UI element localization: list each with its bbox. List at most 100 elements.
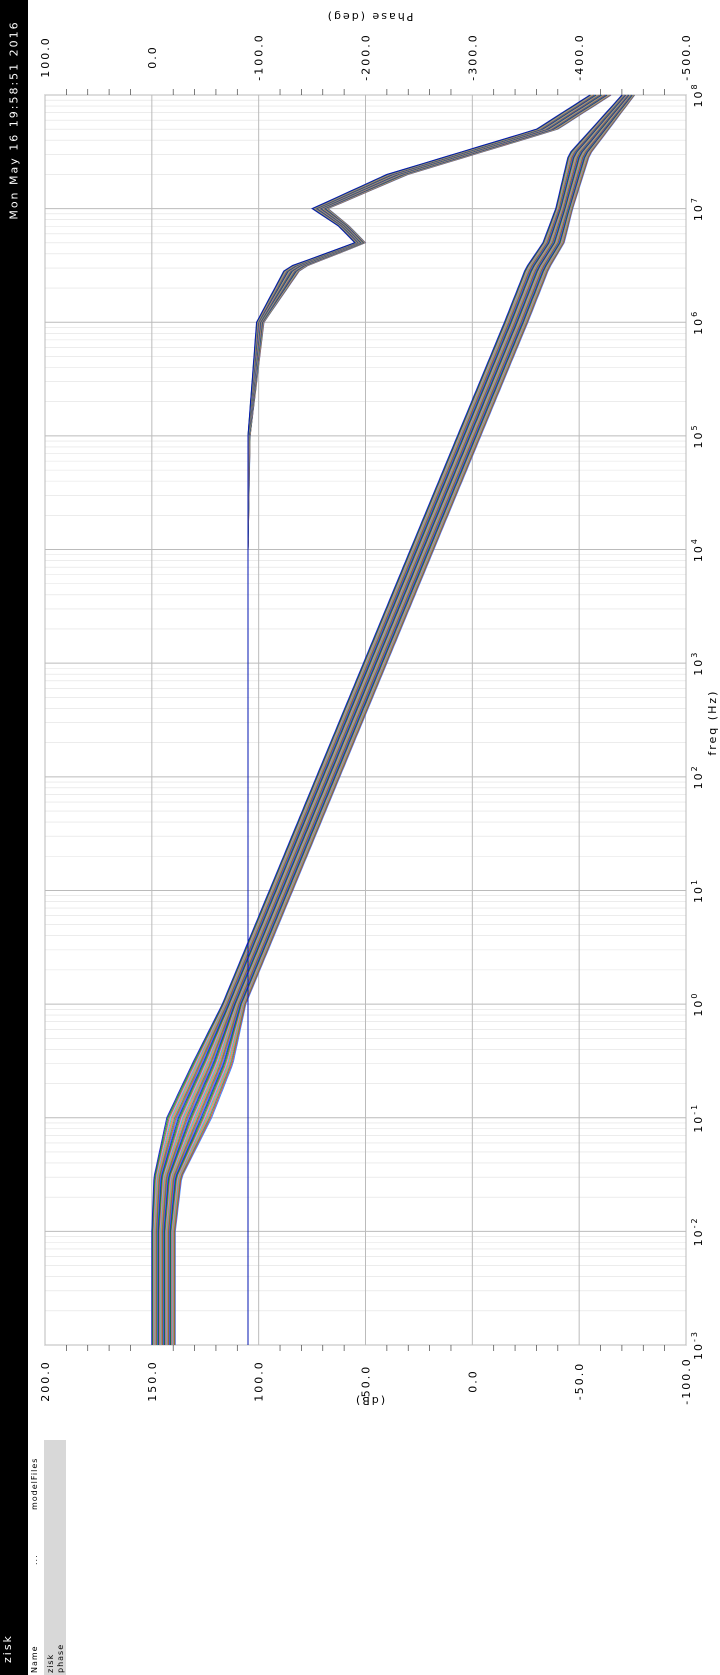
svg-text:(dB): (dB) <box>354 1394 385 1407</box>
magnitude-series-line <box>163 94 629 1345</box>
x-tick-base: 107 <box>690 196 705 221</box>
x-tick-label: 107 <box>690 196 705 221</box>
magnitude-series-line <box>167 94 632 1345</box>
magnitude-series-line <box>155 94 625 1345</box>
magnitude-series-line <box>164 94 630 1345</box>
magnitude-series-line <box>171 94 634 1345</box>
x-tick-exponent: 6 <box>690 310 699 317</box>
magnitude-series-line <box>161 94 628 1345</box>
x-tick-exponent: -3 <box>690 1330 699 1342</box>
x-tick-exponent: 0 <box>690 992 699 999</box>
x-tick-exponent: 7 <box>690 196 699 203</box>
phase-series-line <box>247 94 591 1345</box>
magnitude-series-line <box>171 94 634 1345</box>
y-tick-label: 200.0 <box>39 1360 52 1402</box>
svg-text:-100.0: -100.0 <box>680 1357 693 1404</box>
y2-tick-label: -400.0 <box>573 33 586 80</box>
x-tick-label: 108 <box>690 82 705 107</box>
magnitude-series-line <box>173 94 635 1345</box>
magnitude-series-line <box>169 94 633 1345</box>
x-tick-exponent: -1 <box>690 1103 699 1115</box>
magnitude-series-line <box>159 94 627 1345</box>
svg-text:100.0: 100.0 <box>39 36 52 78</box>
y-axis-title: (dB) <box>354 1394 385 1407</box>
magnitude-series-line <box>156 94 626 1345</box>
magnitude-series-line <box>168 94 632 1345</box>
y-tick-label: -100.0 <box>680 1357 693 1404</box>
magnitude-series-line <box>153 94 624 1345</box>
magnitude-series-line <box>151 94 623 1345</box>
magnitude-series-line <box>152 94 623 1345</box>
x-tick-base: 106 <box>690 310 705 335</box>
x-tick-exponent: 5 <box>690 423 699 430</box>
x-tick-label: 10-1 <box>690 1103 705 1133</box>
magnitude-series-line <box>156 94 625 1345</box>
x-tick-base: 10-3 <box>690 1330 705 1360</box>
x-tick-base: 103 <box>690 651 705 676</box>
magnitude-series-line <box>153 94 624 1345</box>
y2-tick-label: -300.0 <box>466 33 479 80</box>
magnitude-series-line <box>172 94 634 1345</box>
magnitude-series-line <box>173 94 635 1345</box>
svg-text:-500.0: -500.0 <box>680 33 693 80</box>
magnitude-series-line <box>159 94 627 1345</box>
y-tick-label: 150.0 <box>146 1360 159 1402</box>
magnitude-series-line <box>174 94 635 1345</box>
x-tick-label: 10-3 <box>690 1330 705 1360</box>
legend-selected-rows[interactable] <box>44 1440 66 1675</box>
x-tick-label: 103 <box>690 651 705 676</box>
svg-text:-50.0: -50.0 <box>573 1362 586 1400</box>
svg-text:150.0: 150.0 <box>146 1360 159 1402</box>
y2-axis-title: Phase (deg) <box>326 10 414 23</box>
x-tick-label: 101 <box>690 878 705 903</box>
x-tick-exponent: 3 <box>690 651 699 658</box>
magnitude-series-line <box>166 94 631 1345</box>
magnitude-series-line <box>154 94 625 1345</box>
x-tick-base: 10-1 <box>690 1103 705 1133</box>
x-tick-base: 104 <box>690 537 705 562</box>
magnitude-series-line <box>167 94 631 1345</box>
magnitude-series-line <box>158 94 627 1345</box>
x-tick-exponent: 8 <box>690 82 699 89</box>
magnitude-series-line <box>151 94 623 1345</box>
magnitude-series-line <box>170 94 633 1345</box>
magnitude-series-line <box>168 94 632 1345</box>
magnitude-series-line <box>154 94 624 1345</box>
magnitude-series-line <box>158 94 626 1345</box>
x-tick-label: 10-2 <box>690 1216 705 1246</box>
svg-text:200.0: 200.0 <box>39 1360 52 1402</box>
x-tick-label: 102 <box>690 764 705 789</box>
y-tick-label: 0.0 <box>466 1369 479 1393</box>
magnitude-series-line <box>165 94 631 1345</box>
magnitude-series-line <box>165 94 630 1345</box>
y2-tick-label: 0.0 <box>146 45 159 69</box>
x-tick-label: 106 <box>690 310 705 335</box>
svg-text:-300.0: -300.0 <box>466 33 479 80</box>
svg-text:-100.0: -100.0 <box>253 33 266 80</box>
x-tick-label: 104 <box>690 537 705 562</box>
svg-text:0.0: 0.0 <box>146 45 159 69</box>
x-tick-base: 108 <box>690 82 705 107</box>
x-tick-exponent: 4 <box>690 537 699 544</box>
y-tick-label: 50.0 <box>360 1365 373 1398</box>
x-tick-label: 105 <box>690 423 705 448</box>
title-bar: zisk <box>0 0 28 1675</box>
x-tick-exponent: -2 <box>690 1216 699 1228</box>
magnitude-series-line <box>161 94 628 1345</box>
y2-tick-label: -200.0 <box>360 33 373 80</box>
y-tick-label: -50.0 <box>573 1362 586 1400</box>
magnitude-series-line <box>160 94 628 1345</box>
magnitude-series-line <box>170 94 633 1345</box>
x-tick-exponent: 1 <box>690 878 699 885</box>
magnitude-series-line <box>174 94 636 1345</box>
magnitude-series-line <box>162 94 629 1345</box>
y2-tick-label: -100.0 <box>253 33 266 80</box>
y2-tick-label: 100.0 <box>39 36 52 78</box>
x-tick-exponent: 2 <box>690 764 699 771</box>
x-tick-base: 101 <box>690 878 705 903</box>
x-axis-title: freq (Hz) <box>706 690 719 756</box>
x-tick-base: 105 <box>690 423 705 448</box>
legend-table: Name ... modelFiles zisk phase <box>28 1440 68 1675</box>
svg-text:0.0: 0.0 <box>466 1369 479 1393</box>
